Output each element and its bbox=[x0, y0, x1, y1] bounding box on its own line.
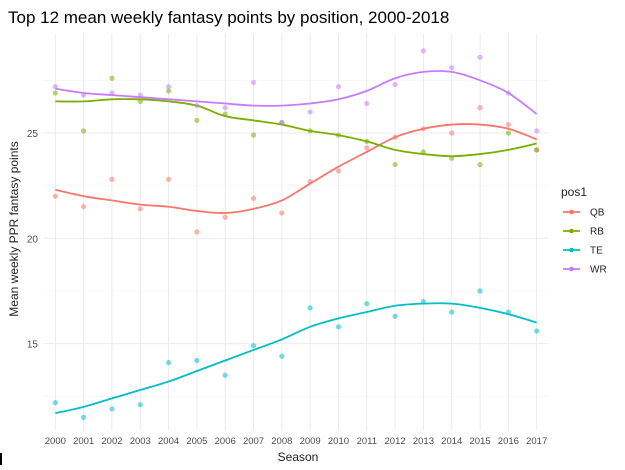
y-tick-label: 15 bbox=[27, 340, 39, 351]
data-point-qb bbox=[81, 204, 87, 210]
data-point-rb bbox=[477, 161, 483, 168]
data-point-wr bbox=[279, 119, 285, 126]
x-tick-label: 2010 bbox=[328, 436, 349, 447]
trend-line-te bbox=[55, 302, 537, 415]
data-point-wr bbox=[222, 105, 228, 111]
data-point-rb bbox=[109, 75, 115, 81]
data-point-qb bbox=[335, 168, 342, 174]
data-point-qb bbox=[137, 206, 143, 212]
x-tick-label: 2002 bbox=[101, 436, 122, 447]
trend-line-wr bbox=[55, 70, 538, 115]
data-point-qb bbox=[109, 176, 115, 182]
data-point-qb bbox=[194, 229, 200, 235]
data-point-rb bbox=[81, 128, 87, 134]
data-point-rb bbox=[52, 90, 58, 96]
x-tick-label: 2000 bbox=[45, 436, 66, 447]
data-point-te bbox=[449, 309, 455, 315]
legend-label-qb: QB bbox=[590, 208, 605, 219]
plot-area: 15 20 25 2000 2001 2002 2003 2004 2005 2006 2007 20… bbox=[27, 34, 548, 447]
data-point-te bbox=[307, 305, 313, 311]
data-point-wr bbox=[392, 81, 398, 88]
data-point-te bbox=[335, 324, 342, 330]
x-axis-label: Season bbox=[278, 450, 319, 464]
x-tick-label: 2001 bbox=[73, 436, 94, 447]
y-axis-label: Mean weekly PPR fantasy points bbox=[7, 141, 21, 316]
data-point-qb bbox=[505, 121, 511, 128]
data-point-te bbox=[52, 400, 58, 406]
data-point-te bbox=[534, 328, 540, 334]
legend-key-point-rb bbox=[569, 228, 574, 234]
data-point-te bbox=[392, 313, 398, 319]
x-tick-label: 2016 bbox=[498, 436, 519, 447]
data-point-te bbox=[364, 301, 370, 307]
x-tick-label: 2011 bbox=[357, 436, 377, 447]
x-tick-label: 2012 bbox=[385, 436, 406, 447]
legend-title: pos1 bbox=[561, 185, 587, 199]
data-point-rb bbox=[392, 161, 398, 168]
legend: pos1 QB RB TE WR bbox=[561, 185, 607, 276]
data-point-rb bbox=[534, 147, 540, 153]
x-tick-label: 2009 bbox=[300, 436, 321, 447]
data-point-wr bbox=[250, 79, 257, 86]
data-point-wr bbox=[335, 84, 342, 90]
data-point-te bbox=[137, 402, 143, 408]
data-point-wr bbox=[364, 100, 370, 107]
x-tick-label: 2003 bbox=[130, 436, 151, 447]
x-tick-label: 2006 bbox=[215, 436, 236, 447]
legend-key-point-wr bbox=[569, 266, 574, 272]
legend-label-te: TE bbox=[590, 246, 603, 257]
edge-marker bbox=[0, 453, 2, 465]
data-point-rb bbox=[194, 117, 200, 123]
data-point-qb bbox=[364, 145, 370, 151]
data-point-te bbox=[477, 288, 483, 294]
x-tick-label: 2008 bbox=[271, 436, 292, 447]
trend-line-rb bbox=[55, 98, 537, 158]
y-tick-label: 25 bbox=[27, 129, 39, 140]
data-point-qb bbox=[279, 210, 285, 216]
x-tick-label: 2014 bbox=[441, 436, 462, 447]
data-point-rb bbox=[250, 132, 257, 138]
data-point-qb bbox=[250, 195, 257, 201]
data-point-te bbox=[109, 406, 115, 412]
x-tick-label: 2004 bbox=[158, 436, 179, 447]
data-point-wr bbox=[449, 65, 455, 71]
legend-key-point-te bbox=[569, 247, 574, 253]
x-tick-label: 2013 bbox=[413, 436, 434, 447]
chart-title: Top 12 mean weekly fantasy points by pos… bbox=[8, 8, 449, 27]
data-point-qb bbox=[52, 193, 58, 199]
y-tick-label: 20 bbox=[27, 234, 39, 245]
x-tick-label: 2005 bbox=[186, 436, 207, 447]
data-point-wr bbox=[52, 84, 58, 90]
data-point-te bbox=[165, 359, 172, 366]
legend-label-wr: WR bbox=[590, 265, 607, 276]
data-point-te bbox=[279, 353, 285, 359]
data-point-wr bbox=[420, 48, 427, 54]
trend-line-qb bbox=[55, 123, 537, 214]
data-point-wr bbox=[534, 128, 540, 134]
data-point-rb bbox=[165, 88, 172, 94]
legend-label-rb: RB bbox=[590, 227, 604, 238]
data-point-te bbox=[81, 414, 87, 420]
data-point-qb bbox=[222, 214, 228, 220]
x-tick-label: 2017 bbox=[526, 436, 547, 447]
legend-key-point-qb bbox=[569, 209, 574, 215]
data-point-te bbox=[250, 343, 257, 349]
data-point-wr bbox=[165, 84, 172, 90]
data-point-rb bbox=[505, 130, 511, 136]
data-point-wr bbox=[307, 109, 313, 115]
data-point-qb bbox=[449, 130, 455, 136]
data-point-wr bbox=[477, 54, 483, 60]
x-tick-label: 2015 bbox=[469, 436, 490, 447]
data-point-te bbox=[222, 372, 228, 378]
data-point-wr bbox=[194, 103, 200, 109]
data-point-qb bbox=[165, 176, 172, 182]
data-point-te bbox=[194, 357, 200, 364]
data-point-qb bbox=[477, 105, 483, 111]
x-tick-label: 2007 bbox=[243, 436, 264, 447]
